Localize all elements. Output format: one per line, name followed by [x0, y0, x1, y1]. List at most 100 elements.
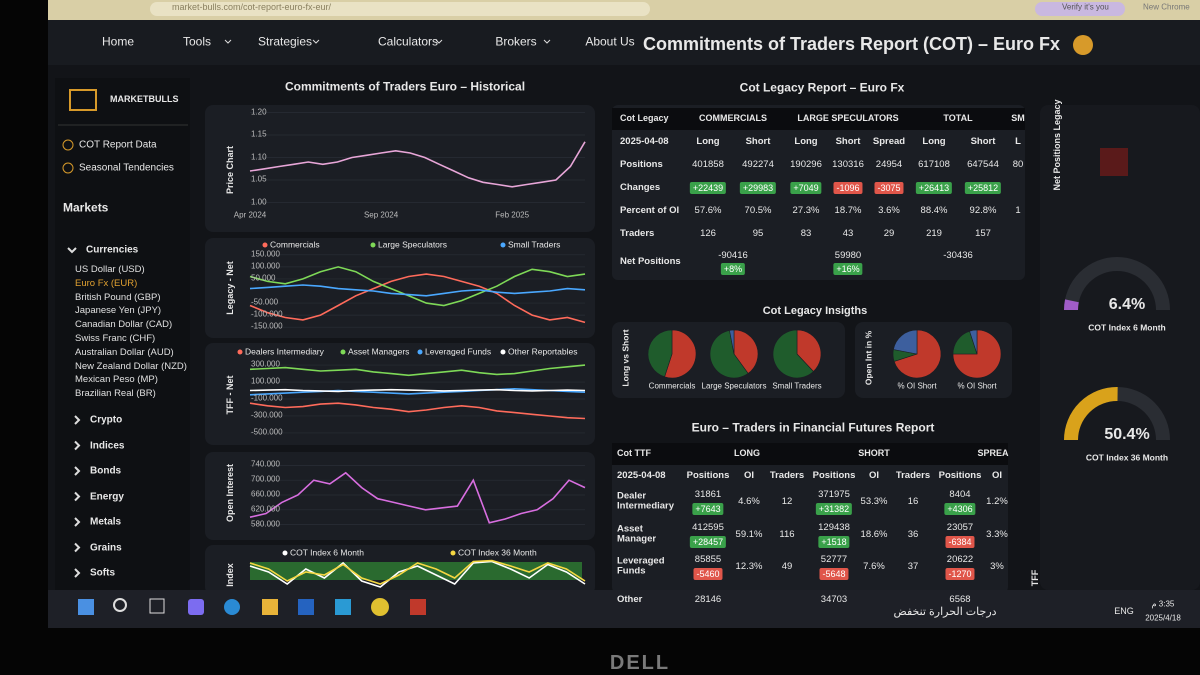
category-link[interactable]: Softs [90, 567, 115, 579]
table-cell: 6568 [949, 593, 971, 605]
markets-title: Markets [63, 200, 109, 215]
legend-swatch [417, 349, 423, 355]
nav-item[interactable]: Brokers [495, 34, 537, 49]
nav-item[interactable]: Tools [182, 34, 212, 49]
table-cell: 3.3% [986, 528, 1008, 540]
app-icon[interactable] [298, 599, 314, 615]
series-line [249, 387, 586, 396]
sidebar-link[interactable]: Seasonal Tendencies [79, 162, 174, 174]
category-link[interactable]: Indices [90, 440, 125, 451]
change-badge: +25812 [964, 182, 1002, 194]
currency-link[interactable]: Mexican Peso (MP) [75, 374, 158, 386]
currency-link[interactable]: British Pound (GBP) [75, 291, 161, 303]
panel [205, 452, 595, 540]
currency-link[interactable]: Australian Dollar (AUD) [75, 346, 174, 358]
currency-link[interactable]: Euro Fx (EUR) [75, 277, 138, 289]
category-link[interactable]: Grains [90, 542, 122, 553]
legend-label: Leveraged Funds [425, 346, 492, 357]
pie-slice [647, 329, 673, 378]
table-head [612, 108, 1025, 130]
nav-item[interactable]: Home [101, 34, 135, 49]
table-subheader: OI [743, 469, 755, 481]
app-icon[interactable] [371, 598, 389, 616]
change-badge: +29983 [739, 182, 777, 194]
legend-label: Large Speculators [378, 239, 447, 250]
table-subheader: Spread [872, 135, 906, 147]
app-icon[interactable] [410, 599, 426, 615]
section-title: Euro – Traders in Financial Futures Repo… [691, 420, 935, 435]
row-label: Leveraged Funds [617, 555, 665, 577]
table-subheader: L [1015, 135, 1021, 147]
dropdown-caret [224, 39, 232, 44]
table-cell: 53.3% [860, 495, 888, 507]
change-badge: +26413 [915, 182, 953, 194]
row-label: Asset Manager [617, 523, 657, 545]
table-cell: 12 [781, 495, 793, 507]
legend-swatch [340, 349, 346, 355]
y-axis-label: Index [225, 563, 236, 587]
series-line [249, 559, 586, 585]
y-tick-label: 660.000 [251, 489, 280, 499]
table-cell: 36 [907, 528, 919, 540]
x-tick-label: Apr 2024 [233, 210, 267, 220]
navbar [48, 20, 1200, 65]
taskview-icon[interactable] [149, 598, 165, 614]
table-cell: 157 [975, 227, 991, 239]
change-badge: +16% [833, 263, 863, 275]
y-tick-label: 100.000 [251, 376, 280, 386]
app-icon[interactable] [335, 599, 351, 615]
y-tick-label: -150.000 [251, 321, 283, 331]
app-icon[interactable] [262, 599, 278, 615]
table-subheader: OI [991, 469, 1003, 481]
caret [67, 247, 77, 254]
currency-link[interactable]: Brazilian Real (BR) [75, 387, 156, 399]
currency-link[interactable]: US Dollar (USD) [75, 263, 145, 275]
category-link[interactable]: Energy [90, 491, 124, 502]
clock-date: 2025/4/18 [1145, 613, 1181, 623]
change-badge: -1270 [945, 568, 975, 580]
panel [1040, 105, 1200, 590]
search-icon[interactable] [113, 598, 127, 612]
pie-slice [733, 329, 759, 374]
y-tick-label: 1.20 [251, 107, 267, 117]
table-cell: 85855 [694, 553, 722, 565]
panel-label: Open Int in % [863, 330, 874, 386]
nav-item[interactable]: About Us [585, 34, 635, 49]
dropdown-caret [312, 39, 320, 44]
pie-slice [893, 329, 942, 379]
section-title: Cot Legacy Insigths [762, 304, 868, 317]
category-link[interactable]: Metals [90, 516, 122, 528]
net-value: 59980 [834, 249, 862, 261]
change-badge: -5648 [819, 568, 849, 580]
app-icon[interactable] [224, 599, 240, 615]
table-header: LARGE SPECULATORS [797, 113, 899, 124]
currency-link[interactable]: New Zealand Dollar (NZD) [75, 360, 187, 372]
row-label: Dealer Intermediary [617, 490, 675, 512]
category-link[interactable]: Crypto [90, 414, 123, 426]
start-icon[interactable] [78, 599, 94, 615]
currency-link[interactable]: Japanese Yen (JPY) [75, 305, 162, 317]
table-cell: 371975 [818, 488, 850, 500]
sidebar-link[interactable]: COT Report Data [79, 139, 157, 151]
monitor-brand: DELL [609, 652, 671, 674]
table-cell: 23057 [946, 521, 974, 533]
table-cell: 37 [907, 560, 919, 572]
y-tick-label: 1.15 [251, 129, 267, 139]
row-label: Percent of OI [620, 204, 680, 216]
table-cell: 647544 [967, 158, 999, 170]
nav-item[interactable]: Strategies [257, 34, 313, 49]
caret [74, 466, 81, 476]
change-badge: +22439 [689, 182, 727, 194]
change-badge: +4306 [944, 503, 976, 515]
app-icon[interactable] [188, 599, 204, 615]
y-tick-label: 50.000 [251, 273, 276, 283]
y-tick-label: -500.000 [251, 427, 283, 437]
gauge-value: 6.4% [1108, 296, 1146, 314]
currency-link[interactable]: Canadian Dollar (CAD) [75, 318, 173, 330]
category-link[interactable]: Bonds [90, 465, 122, 477]
pie-slice [709, 330, 749, 379]
currency-link[interactable]: Swiss Franc (CHF) [75, 332, 156, 344]
nav-icon[interactable] [1073, 35, 1093, 55]
nav-item[interactable]: Calculators [377, 34, 439, 49]
table-cell: 3% [990, 560, 1004, 572]
